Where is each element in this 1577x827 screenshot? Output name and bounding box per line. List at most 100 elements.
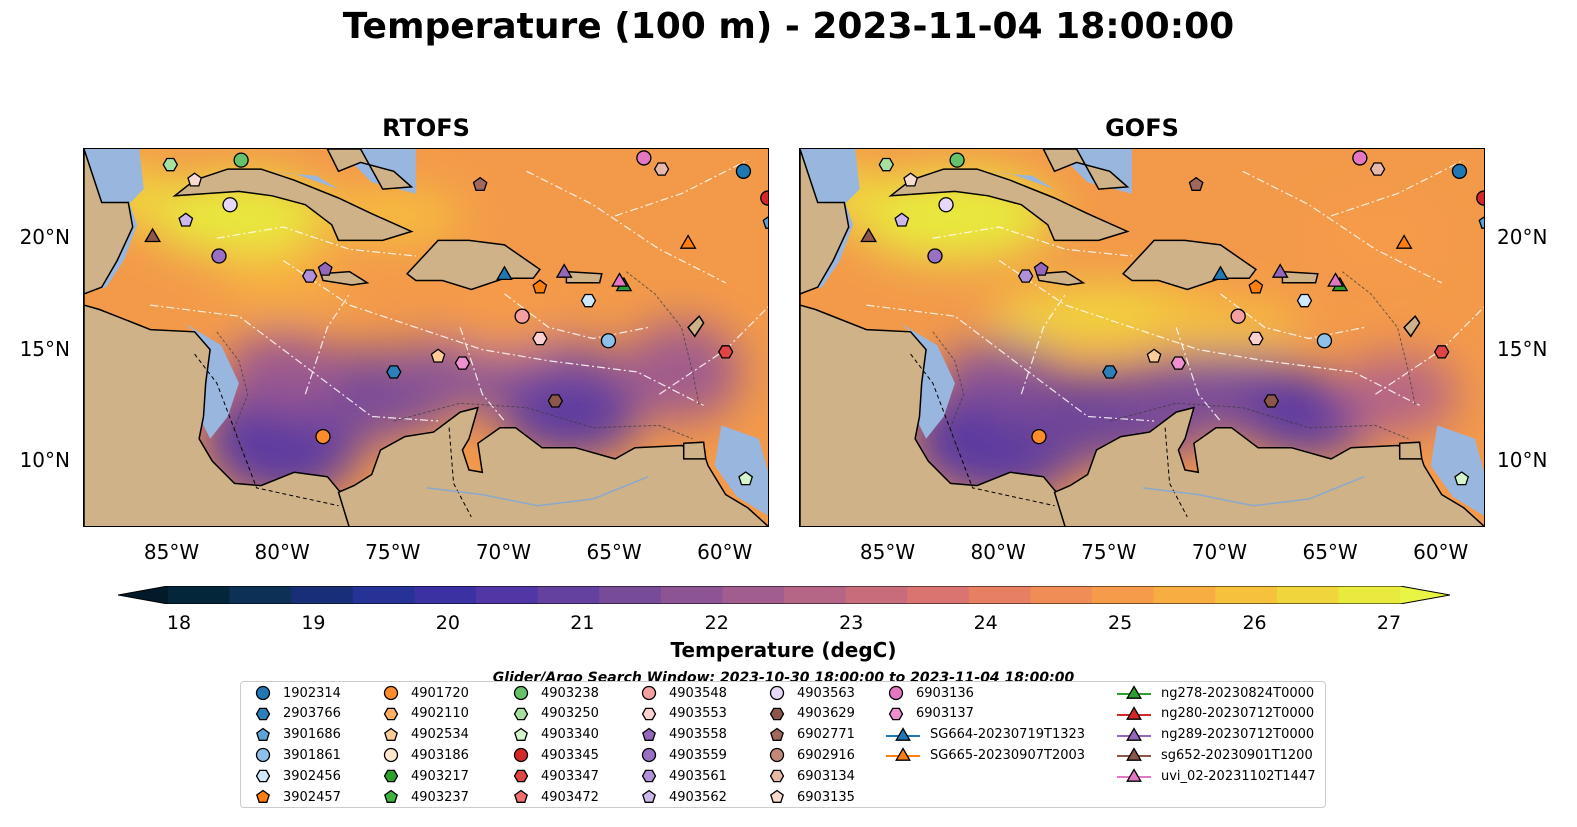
station-marker-6903135[interactable] xyxy=(903,172,919,187)
station-marker-4901720[interactable] xyxy=(315,428,331,445)
legend-label: 2903766 xyxy=(283,706,341,722)
colorbar-tick-label: 25 xyxy=(1108,612,1133,634)
station-marker-4903347[interactable] xyxy=(1433,345,1450,359)
station-marker-4902534[interactable] xyxy=(430,348,446,363)
station-marker-4903347[interactable] xyxy=(717,345,734,359)
station-marker-4903558[interactable] xyxy=(317,261,333,276)
station-marker-4903340[interactable] xyxy=(738,471,754,486)
station-marker-4903238[interactable] xyxy=(949,152,965,168)
station-marker-4903559[interactable] xyxy=(927,248,943,264)
station-marker-4903562[interactable] xyxy=(178,212,194,227)
station-marker-4903561[interactable] xyxy=(301,269,318,283)
station-marker-4903562[interactable] xyxy=(894,212,910,227)
legend-marker-icon xyxy=(641,685,657,701)
land-yucatan xyxy=(84,149,134,295)
station-marker-sg652-20230901T1200[interactable] xyxy=(860,227,878,243)
colorbar-extend-low xyxy=(118,586,168,604)
legend-item: 6902771 xyxy=(767,725,855,745)
station-marker-6903136[interactable] xyxy=(636,150,652,166)
station-marker-3902456[interactable] xyxy=(1296,293,1313,308)
station-marker-4903629[interactable] xyxy=(1263,394,1280,408)
station-marker-4903548[interactable] xyxy=(1230,308,1246,324)
station-marker-4903559[interactable] xyxy=(211,248,227,264)
station-marker-4903548[interactable] xyxy=(514,308,530,324)
station-marker-4903561[interactable] xyxy=(1017,269,1034,283)
station-marker-4903563[interactable] xyxy=(938,197,954,213)
station-marker-3902457[interactable] xyxy=(532,279,548,294)
legend-item: 4902110 xyxy=(381,704,469,724)
legend-item: 4903347 xyxy=(511,766,599,786)
shallow-shelf xyxy=(1430,425,1484,516)
legend-label: 4903237 xyxy=(411,789,469,805)
colorbar-tick-label: 27 xyxy=(1376,612,1402,634)
station-marker-6902771[interactable] xyxy=(1188,176,1204,191)
station-marker-6903136[interactable] xyxy=(1352,150,1368,166)
station-marker-SG664-20230719T1323[interactable] xyxy=(496,265,513,281)
station-marker-4902534[interactable] xyxy=(1146,348,1162,363)
station-marker-4903553[interactable] xyxy=(532,331,548,346)
station-marker-4903629[interactable] xyxy=(547,394,564,408)
cold-anomaly xyxy=(223,331,344,412)
land-jamaica xyxy=(1035,270,1086,286)
station-marker-3901861[interactable] xyxy=(600,333,617,349)
station-marker-6903134[interactable] xyxy=(1369,162,1386,176)
map-panel-rtofs[interactable] xyxy=(83,148,769,527)
station-marker-uvi_02-20231102T1447[interactable] xyxy=(1327,272,1344,287)
station-marker-6903134[interactable] xyxy=(653,162,670,176)
legend: 1902314 2903766 3901686 3901861 3902456 39024… xyxy=(240,681,1326,808)
station-marker-3901861[interactable] xyxy=(1316,333,1333,349)
station-marker-4903553[interactable] xyxy=(1248,331,1264,346)
legend-item: ng289-20230712T0000 xyxy=(1117,725,1314,745)
station-marker-4903238[interactable] xyxy=(233,152,249,168)
lat-tick-label-left: 20°N xyxy=(19,225,70,250)
station-marker-uvi_02-20231102T1447[interactable] xyxy=(611,272,628,287)
colorbar-tick-label: 24 xyxy=(973,612,998,634)
colorbar-segment xyxy=(168,586,231,604)
legend-label: 4903561 xyxy=(669,768,727,784)
station-marker-ng289-20230712T0000[interactable] xyxy=(1271,263,1289,278)
legend-marker-icon xyxy=(514,727,528,741)
legend-item: 4903340 xyxy=(511,725,599,745)
legend-item: 4903548 xyxy=(639,683,727,703)
colorbar-segment xyxy=(414,586,477,604)
station-marker-6902771[interactable] xyxy=(472,176,488,191)
legend-marker-icon xyxy=(769,685,785,701)
legend-label: 4903340 xyxy=(541,727,599,743)
station-marker-3901686[interactable] xyxy=(1478,216,1485,229)
colorbar-segment xyxy=(784,586,847,604)
station-marker-3901686[interactable] xyxy=(762,216,769,229)
station-marker-4903345[interactable] xyxy=(760,190,769,206)
legend-marker-icon xyxy=(770,727,784,741)
station-marker-6903137[interactable] xyxy=(454,356,471,370)
station-marker-3902456[interactable] xyxy=(580,293,597,308)
station-marker-2903766[interactable] xyxy=(1102,365,1118,379)
station-marker-6903137[interactable] xyxy=(1170,356,1187,370)
station-marker-4903563[interactable] xyxy=(222,197,238,213)
station-marker-6903135[interactable] xyxy=(187,172,203,187)
river xyxy=(426,476,649,507)
station-marker-3902457[interactable] xyxy=(1248,279,1264,294)
station-marker-4903250[interactable] xyxy=(162,157,179,172)
station-marker-SG665-20230907T2003[interactable] xyxy=(679,234,697,249)
map-panel-gofs[interactable] xyxy=(799,148,1485,527)
legend-marker-icon xyxy=(514,789,528,803)
legend-marker-icon xyxy=(1117,768,1151,783)
shallow-shelf xyxy=(261,171,339,190)
station-marker-SG664-20230719T1323[interactable] xyxy=(1212,265,1229,281)
legend-marker-icon xyxy=(383,769,399,783)
station-marker-ng289-20230712T0000[interactable] xyxy=(555,263,573,278)
station-marker-4903250[interactable] xyxy=(878,157,895,172)
station-marker-1902314[interactable] xyxy=(735,163,752,179)
station-marker-4903558[interactable] xyxy=(1033,261,1049,276)
shallow-shelf xyxy=(977,171,1055,190)
lon-tick-label-gofs: 60°W xyxy=(1413,540,1469,564)
station-marker-4903340[interactable] xyxy=(1454,471,1470,486)
station-marker-4903345[interactable] xyxy=(1476,190,1485,206)
station-marker-1902314[interactable] xyxy=(1451,163,1468,179)
station-marker-SG665-20230907T2003[interactable] xyxy=(1395,234,1413,249)
station-marker-4901720[interactable] xyxy=(1031,428,1047,445)
legend-label: 3901686 xyxy=(283,727,341,743)
station-marker-sg652-20230901T1200[interactable] xyxy=(144,227,162,243)
station-marker-2903766[interactable] xyxy=(386,365,402,379)
legend-marker-icon xyxy=(513,748,529,763)
